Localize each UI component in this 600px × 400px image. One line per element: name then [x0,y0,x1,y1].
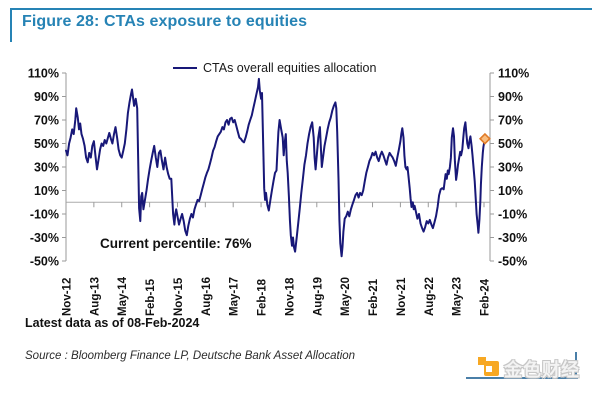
y-tick-label-right: 50% [498,137,523,151]
x-tick-label: Nov-12 [62,278,74,316]
y-tick-label-right: 90% [498,90,523,104]
watermark: 金色财经 [466,350,596,390]
watermark-text: 金色财经 [504,360,580,380]
x-tick-label: May-23 [452,277,464,316]
x-tick-label: Feb-18 [257,278,269,316]
top-accent-rule [10,8,592,10]
left-accent-rule [10,8,12,42]
y-tick-label-right: -50% [498,255,527,269]
y-tick-label-left: 90% [34,90,59,104]
x-tick-label: Aug-16 [201,277,213,316]
y-tick-label-left: 50% [34,137,59,151]
x-tick-label: Nov-21 [396,277,408,316]
x-tick-label: May-20 [340,277,352,316]
jinse-finance-logo-icon [478,356,500,378]
y-tick-label-left: 10% [34,184,59,198]
watermark-horizontal-line [466,377,578,379]
legend-label: CTAs overall equities allocation [203,61,377,75]
x-tick-label: Aug-22 [424,277,436,316]
x-tick-label: Nov-18 [284,277,296,316]
x-tick-label: Aug-13 [89,277,101,316]
y-tick-label-right: 30% [498,161,523,175]
figure-title: Figure 28: CTAs exposure to equities [22,13,308,30]
y-tick-label-right: 10% [498,184,523,198]
y-tick-label-left: 110% [28,67,59,81]
chart-legend: CTAs overall equities allocation [173,61,376,75]
y-tick-label-left: 70% [34,114,59,128]
legend-line-swatch [173,66,197,70]
x-tick-label: Aug-19 [312,277,324,316]
y-tick-label-left: 30% [34,161,59,175]
watermark-vertical-line [575,352,577,379]
y-tick-label-left: -50% [30,255,59,269]
y-tick-label-right: -30% [498,231,527,245]
x-tick-label: Feb-15 [145,278,157,316]
y-tick-label-right: 110% [498,67,529,81]
latest-data-note: Latest data as of 08-Feb-2024 [25,316,200,330]
source-note: Source : Bloomberg Finance LP, Deutsche … [25,350,356,362]
y-tick-label-left: -10% [30,208,59,222]
x-tick-label: May-17 [229,277,241,316]
y-tick-label-left: -30% [30,231,59,245]
x-tick-label: May-14 [117,276,129,316]
x-tick-label: Feb-24 [480,278,492,316]
y-tick-label-right: 70% [498,114,523,128]
latest-point-marker [478,132,491,145]
x-tick-label: Nov-15 [173,277,185,316]
x-tick-label: Feb-21 [368,278,380,316]
cta-allocation-series [65,77,486,258]
current-percentile-annotation: Current percentile: 76% [100,236,252,251]
y-tick-label-right: -10% [498,208,527,222]
